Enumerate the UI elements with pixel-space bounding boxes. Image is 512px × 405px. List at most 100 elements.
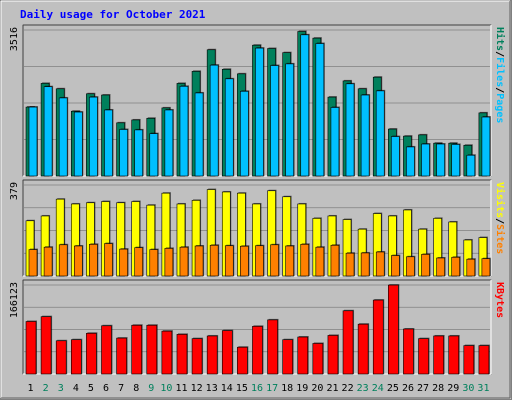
day-label-17: 17 — [266, 383, 278, 394]
bar-files-day-27 — [421, 143, 430, 177]
bar-files-day-10 — [164, 109, 174, 177]
bar-sites-day-9 — [149, 249, 159, 277]
bar-kbytes-day-1 — [25, 321, 37, 375]
bar-kbytes-day-16 — [252, 326, 263, 375]
bar-sites-day-21 — [330, 244, 340, 277]
bar-kbytes-day-26 — [403, 328, 414, 375]
legend-files: Files — [494, 57, 506, 87]
day-label-28: 28 — [432, 383, 444, 394]
legend-sites: Sites — [494, 224, 506, 254]
bar-sites-day-14 — [224, 245, 234, 277]
bar-kbytes-day-8 — [131, 324, 142, 375]
bar-files-day-3 — [58, 97, 68, 177]
day-label-31: 31 — [477, 383, 489, 394]
day-label-12: 12 — [191, 383, 203, 394]
day-label-20: 20 — [311, 383, 323, 394]
bar-sites-day-6 — [104, 243, 113, 277]
day-label-13: 13 — [206, 383, 218, 394]
day-label-4: 4 — [73, 383, 79, 394]
bar-files-day-9 — [149, 133, 159, 177]
bar-files-day-20 — [315, 43, 325, 177]
bar-sites-day-2 — [43, 246, 53, 277]
bar-files-day-5 — [89, 96, 98, 177]
bar-sites-day-4 — [73, 245, 83, 277]
bar-kbytes-day-10 — [161, 330, 173, 375]
bar-files-day-29 — [451, 144, 461, 177]
bar-files-day-26 — [406, 146, 415, 177]
bar-files-day-19 — [300, 34, 310, 177]
bar-files-day-14 — [224, 78, 234, 177]
chart-title: Daily usage for October 2021 — [20, 8, 206, 21]
bar-files-day-24 — [375, 90, 385, 177]
legend-visits: Visits — [494, 182, 506, 218]
bar-sites-day-20 — [315, 246, 325, 277]
day-label-26: 26 — [402, 383, 414, 394]
day-label-7: 7 — [118, 383, 124, 394]
bar-files-day-1 — [28, 106, 38, 177]
bar-sites-day-25 — [391, 255, 400, 277]
bar-sites-day-7 — [119, 248, 128, 277]
bar-files-day-30 — [466, 154, 476, 177]
day-label-14: 14 — [221, 383, 233, 394]
legend-kbytes: KBytes — [494, 282, 505, 318]
y-max-label: 166123 — [9, 282, 20, 318]
day-label-10: 10 — [160, 383, 172, 394]
day-label-24: 24 — [372, 383, 384, 394]
chart-panels: 3516 Hits/Files/Pages 379 Visits/Sites 16612… — [9, 24, 506, 375]
bar-kbytes-day-22 — [342, 310, 354, 375]
bar-sites-day-16 — [255, 245, 264, 277]
y-max-label: 3516 — [9, 27, 20, 51]
bar-sites-day-12 — [194, 245, 204, 277]
bar-kbytes-day-25 — [388, 284, 399, 375]
bar-files-day-25 — [391, 136, 400, 177]
day-label-18: 18 — [281, 383, 293, 394]
day-label-16: 16 — [251, 383, 263, 394]
bar-files-day-15 — [240, 90, 249, 177]
bar-files-day-2 — [43, 86, 53, 177]
bar-sites-day-27 — [421, 254, 430, 277]
day-label-11: 11 — [175, 383, 187, 394]
bar-kbytes-day-17 — [267, 319, 278, 375]
bar-sites-day-24 — [375, 251, 385, 277]
series-legend-label: KBytes — [494, 282, 505, 318]
bar-files-day-11 — [179, 86, 189, 177]
bar-files-day-21 — [330, 107, 340, 177]
bar-sites-day-22 — [345, 252, 355, 277]
bar-files-day-13 — [209, 64, 219, 177]
bar-kbytes-day-13 — [206, 335, 218, 375]
bar-kbytes-day-3 — [55, 340, 67, 375]
bar-sites-day-3 — [58, 244, 68, 277]
day-label-30: 30 — [462, 383, 474, 394]
bar-sites-day-23 — [360, 252, 370, 277]
bar-kbytes-day-11 — [176, 334, 188, 375]
bar-sites-day-26 — [406, 256, 415, 277]
day-tick-labels: 1 2 3 4 5 6 7 8 9 10 11 12 13 14 15 16 17 18 19 20 21 22 23 24 2… — [28, 383, 490, 394]
bar-sites-day-10 — [164, 248, 174, 277]
bar-sites-day-30 — [466, 258, 476, 277]
bar-sites-day-17 — [270, 244, 279, 277]
bar-kbytes-day-12 — [191, 338, 203, 375]
bar-kbytes-day-19 — [297, 336, 309, 375]
bar-sites-day-28 — [436, 257, 445, 277]
day-label-3: 3 — [58, 383, 64, 394]
bar-files-day-12 — [194, 92, 204, 177]
bar-kbytes-day-2 — [40, 316, 52, 375]
bar-kbytes-day-30 — [463, 345, 475, 375]
chart-panel-2: 379 Visits/Sites — [9, 179, 506, 277]
bar-files-day-18 — [285, 63, 294, 177]
bar-sites-day-19 — [300, 244, 310, 277]
bar-sites-day-15 — [240, 245, 249, 277]
bar-sites-day-5 — [89, 244, 98, 277]
bar-files-day-23 — [360, 94, 370, 177]
bar-sites-day-18 — [285, 245, 294, 277]
bar-sites-day-8 — [134, 247, 143, 277]
day-label-22: 22 — [342, 383, 354, 394]
day-label-21: 21 — [326, 383, 338, 394]
chart-panel-1: 3516 Hits/Files/Pages — [9, 24, 506, 177]
bar-kbytes-day-21 — [327, 335, 339, 375]
chart-panel-3: 166123 KBytes — [9, 279, 505, 375]
day-label-9: 9 — [148, 383, 154, 394]
bar-kbytes-day-14 — [221, 330, 233, 375]
